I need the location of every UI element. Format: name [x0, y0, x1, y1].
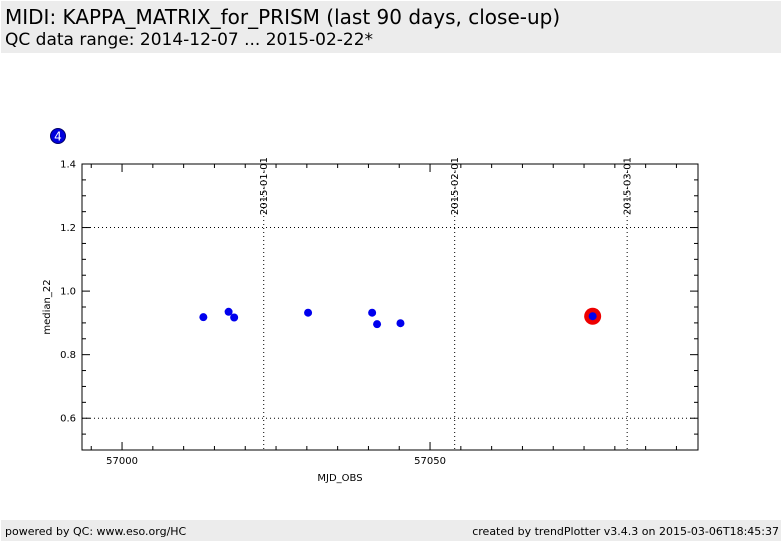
data-point: [396, 319, 405, 328]
footer-powered-by: powered by QC: www.eso.org/HC: [5, 525, 187, 538]
data-range-subtitle: QC data range: 2014-12-07 ... 2015-02-22…: [5, 30, 374, 50]
footer-bar: powered by QC: www.eso.org/HC created by…: [1, 520, 781, 541]
y-tick-label: 1.2: [60, 223, 76, 234]
date-marker-label: 2015-01-01: [259, 157, 270, 215]
date-marker-label: 2015-02-01: [450, 157, 461, 215]
footer-created-by: created by trendPlotter v3.4.3 on 2015-0…: [472, 525, 779, 538]
data-point: [588, 312, 597, 321]
data-point: [304, 308, 313, 317]
y-tick-label: 1.0: [60, 287, 76, 298]
y-tick-label: 1.4: [60, 160, 76, 171]
plot-frame: [81, 163, 699, 451]
date-marker-label: 2015-03-01: [623, 157, 634, 215]
y-tick-label: 0.8: [60, 350, 76, 361]
x-tick-label: 57050: [414, 456, 446, 467]
data-point: [199, 313, 208, 322]
data-point: [368, 308, 377, 317]
count-badge: [50, 128, 66, 144]
header-bar: MIDI: KAPPA_MATRIX_for_PRISM (last 90 da…: [1, 1, 781, 53]
count-badge-label: 4: [54, 130, 62, 144]
chart-title: MIDI: KAPPA_MATRIX_for_PRISM (last 90 da…: [5, 5, 561, 29]
x-tick-label: 57000: [106, 456, 138, 467]
data-point: [373, 320, 382, 329]
y-tick-label: 0.6: [60, 414, 76, 425]
y-axis-label: median_22: [42, 279, 53, 334]
x-axis-label: MJD_OBS: [317, 473, 362, 484]
data-point: [230, 313, 239, 322]
data-point: [224, 307, 233, 316]
